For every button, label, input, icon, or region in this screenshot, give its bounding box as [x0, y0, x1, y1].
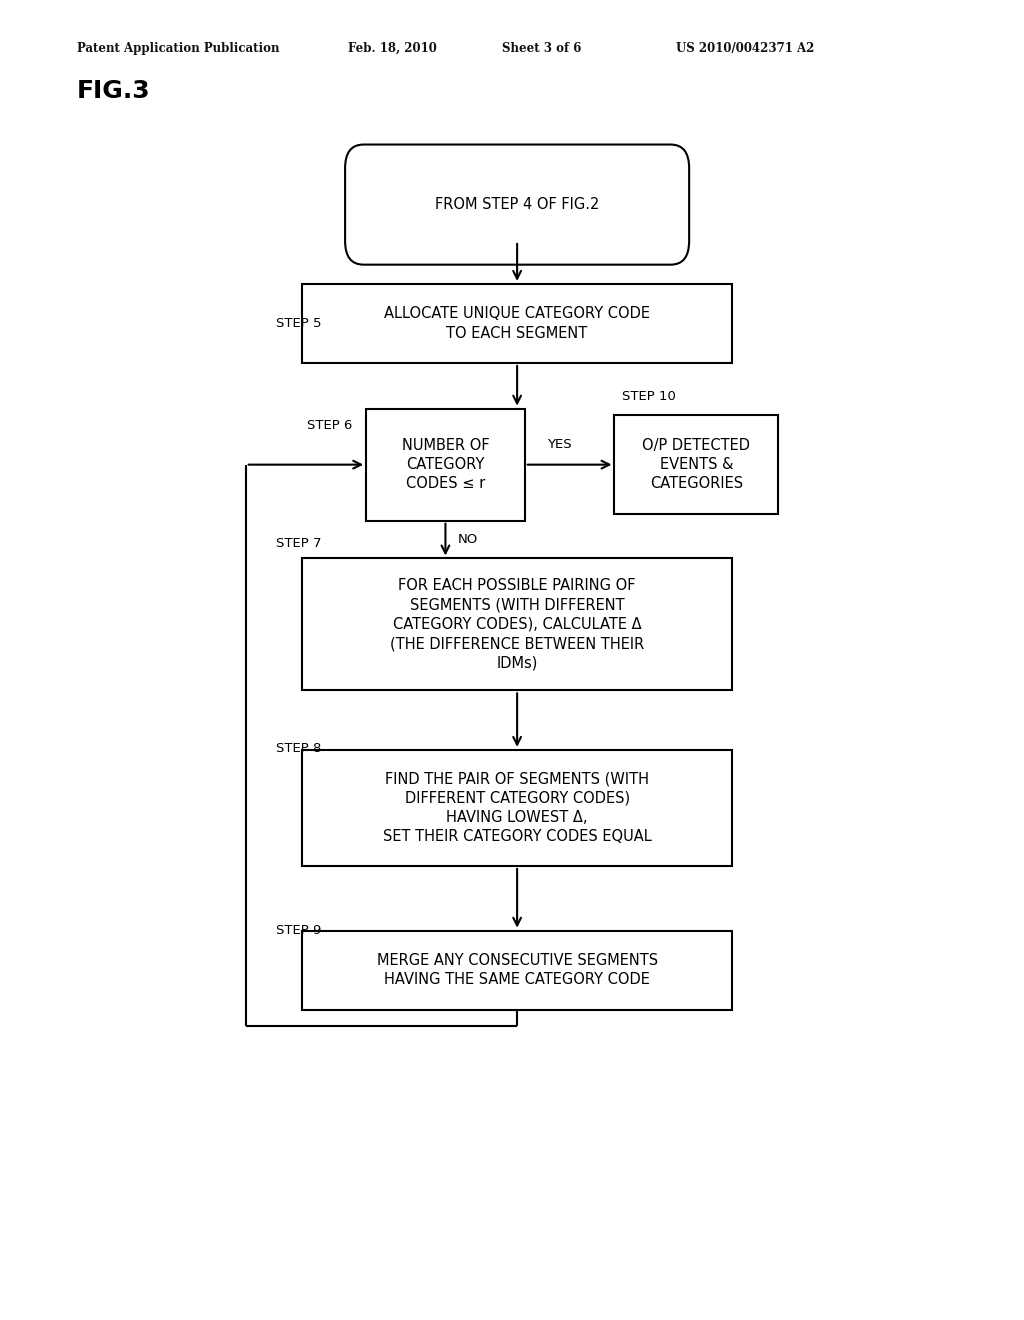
FancyBboxPatch shape	[345, 144, 689, 264]
FancyBboxPatch shape	[302, 284, 732, 363]
Text: STEP 7: STEP 7	[276, 537, 322, 550]
Text: O/P DETECTED
EVENTS &
CATEGORIES: O/P DETECTED EVENTS & CATEGORIES	[642, 438, 751, 491]
FancyBboxPatch shape	[302, 931, 732, 1010]
FancyBboxPatch shape	[302, 558, 732, 690]
Text: FOR EACH POSSIBLE PAIRING OF
SEGMENTS (WITH DIFFERENT
CATEGORY CODES), CALCULATE: FOR EACH POSSIBLE PAIRING OF SEGMENTS (W…	[390, 578, 644, 671]
FancyBboxPatch shape	[367, 409, 524, 520]
Text: STEP 6: STEP 6	[307, 418, 352, 432]
FancyBboxPatch shape	[302, 750, 732, 866]
Text: STEP 9: STEP 9	[276, 924, 322, 937]
Text: FIG.3: FIG.3	[77, 79, 151, 103]
Text: FIND THE PAIR OF SEGMENTS (WITH
DIFFERENT CATEGORY CODES)
HAVING LOWEST Δ,
SET T: FIND THE PAIR OF SEGMENTS (WITH DIFFEREN…	[383, 771, 651, 845]
Text: Sheet 3 of 6: Sheet 3 of 6	[502, 42, 582, 55]
FancyBboxPatch shape	[614, 414, 778, 513]
Text: STEP 5: STEP 5	[276, 317, 322, 330]
Text: ALLOCATE UNIQUE CATEGORY CODE
TO EACH SEGMENT: ALLOCATE UNIQUE CATEGORY CODE TO EACH SE…	[384, 306, 650, 341]
Text: MERGE ANY CONSECUTIVE SEGMENTS
HAVING THE SAME CATEGORY CODE: MERGE ANY CONSECUTIVE SEGMENTS HAVING TH…	[377, 953, 657, 987]
Text: Feb. 18, 2010: Feb. 18, 2010	[348, 42, 437, 55]
Text: STEP 10: STEP 10	[622, 389, 676, 403]
Text: NO: NO	[458, 533, 478, 546]
Text: STEP 8: STEP 8	[276, 742, 322, 755]
Text: YES: YES	[547, 438, 571, 451]
Text: US 2010/0042371 A2: US 2010/0042371 A2	[676, 42, 814, 55]
Text: NUMBER OF
CATEGORY
CODES ≤ r: NUMBER OF CATEGORY CODES ≤ r	[401, 438, 489, 491]
Text: Patent Application Publication: Patent Application Publication	[77, 42, 280, 55]
Text: FROM STEP 4 OF FIG.2: FROM STEP 4 OF FIG.2	[435, 197, 599, 213]
